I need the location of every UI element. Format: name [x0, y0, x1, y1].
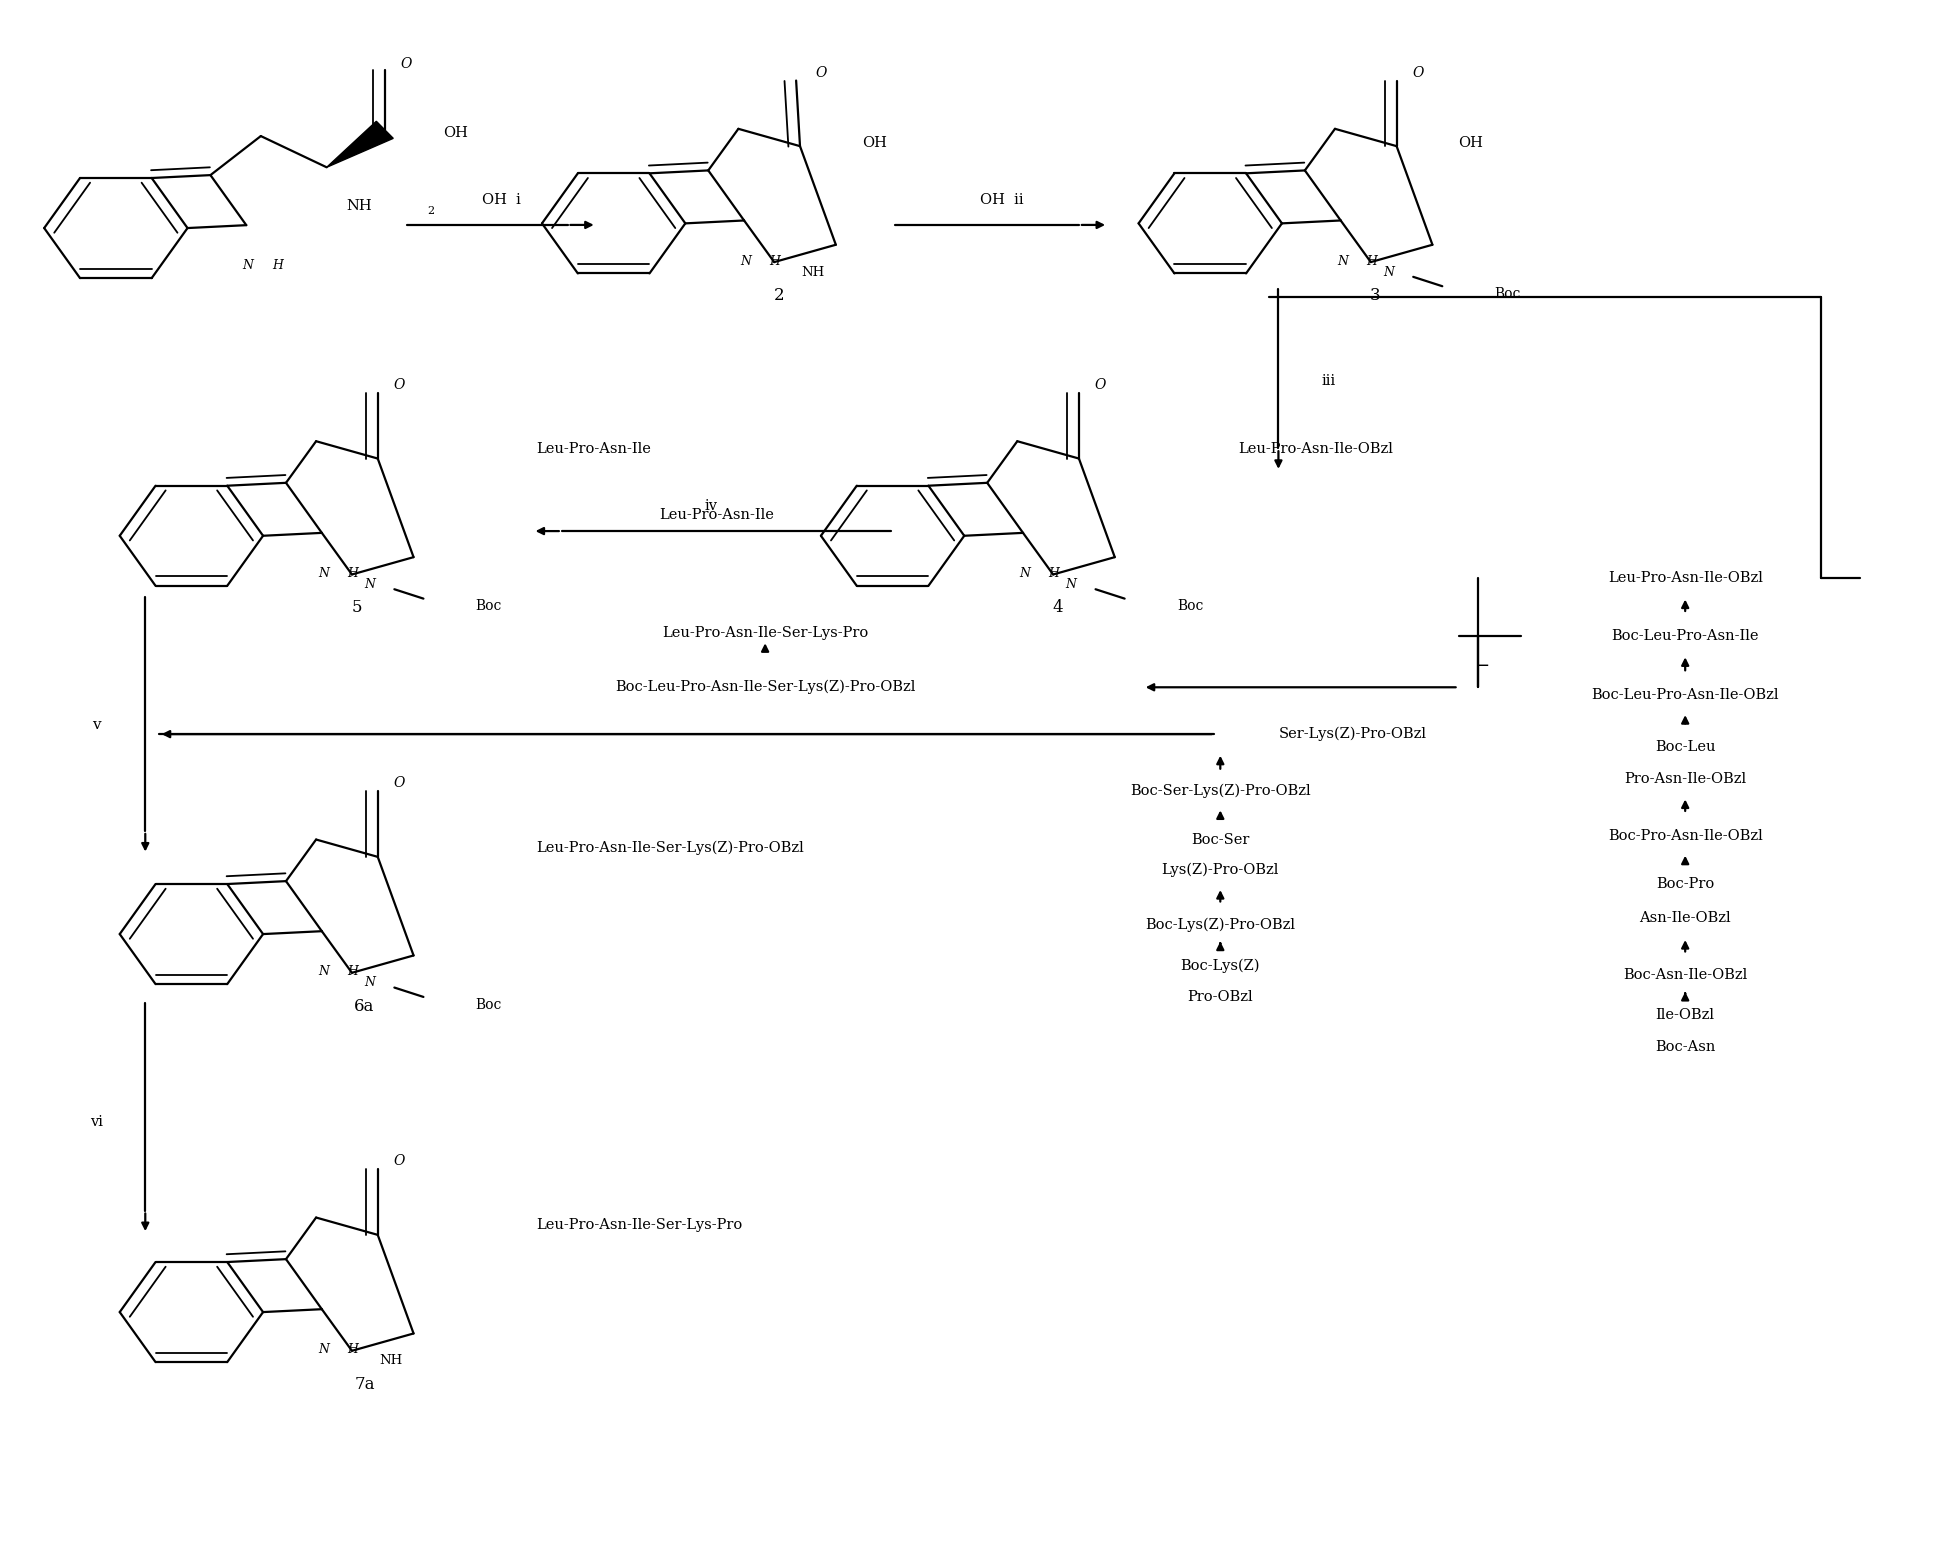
Text: 5: 5: [351, 600, 362, 617]
Text: N: N: [364, 976, 376, 989]
Text: iii: iii: [1321, 375, 1335, 387]
Text: OH  i: OH i: [482, 194, 521, 206]
Text: 3: 3: [1369, 287, 1381, 305]
Text: N: N: [1337, 255, 1348, 267]
Text: H: H: [347, 1343, 358, 1356]
Text: 2: 2: [773, 287, 784, 305]
Text: Lys(Z)-Pro-OBzl: Lys(Z)-Pro-OBzl: [1162, 862, 1278, 878]
Text: Leu-Pro-Asn-Ile: Leu-Pro-Asn-Ile: [537, 442, 651, 456]
Text: vi: vi: [91, 1115, 103, 1128]
Text: Boc: Boc: [477, 998, 502, 1012]
Text: NH: NH: [347, 200, 372, 214]
Text: H: H: [1366, 255, 1377, 267]
Text: O: O: [393, 776, 405, 790]
Text: Boc-Lys(Z)-Pro-OBzl: Boc-Lys(Z)-Pro-OBzl: [1145, 917, 1296, 933]
Text: Boc-Asn: Boc-Asn: [1654, 1040, 1716, 1053]
Text: O: O: [393, 1154, 405, 1168]
Text: Asn-Ile-OBzl: Asn-Ile-OBzl: [1639, 912, 1732, 925]
Text: N: N: [364, 578, 376, 590]
Polygon shape: [327, 122, 393, 167]
Text: 4: 4: [1052, 600, 1063, 617]
Text: Boc: Boc: [1495, 287, 1521, 301]
Text: O: O: [1094, 378, 1106, 392]
Text: Boc-Lys(Z): Boc-Lys(Z): [1180, 958, 1261, 973]
Text: 2: 2: [428, 206, 434, 216]
Text: NH: NH: [802, 266, 825, 278]
Text: H: H: [347, 567, 358, 580]
Text: Ser-Lys(Z)-Pro-OBzl: Ser-Lys(Z)-Pro-OBzl: [1278, 726, 1426, 742]
Text: N: N: [740, 255, 752, 267]
Text: Boc-Leu-Pro-Asn-Ile-OBzl: Boc-Leu-Pro-Asn-Ile-OBzl: [1592, 689, 1778, 701]
Text: 6a: 6a: [354, 998, 374, 1015]
Text: Pro-Asn-Ile-OBzl: Pro-Asn-Ile-OBzl: [1623, 773, 1747, 786]
Text: Leu-Pro-Asn-Ile: Leu-Pro-Asn-Ile: [659, 509, 775, 522]
Text: N: N: [1383, 266, 1395, 278]
Text: ─: ─: [1476, 659, 1488, 675]
Text: N: N: [318, 965, 329, 978]
Text: Boc-Pro: Boc-Pro: [1656, 878, 1714, 890]
Text: Leu-Pro-Asn-Ile-Ser-Lys-Pro: Leu-Pro-Asn-Ile-Ser-Lys-Pro: [537, 1218, 742, 1232]
Text: Boc-Asn-Ile-OBzl: Boc-Asn-Ile-OBzl: [1623, 968, 1747, 981]
Text: v: v: [93, 719, 101, 731]
Text: 7a: 7a: [354, 1376, 374, 1393]
Text: Leu-Pro-Asn-Ile-Ser-Lys(Z)-Pro-OBzl: Leu-Pro-Asn-Ile-Ser-Lys(Z)-Pro-OBzl: [537, 840, 804, 854]
Text: O: O: [815, 66, 827, 80]
Text: H: H: [347, 965, 358, 978]
Text: Boc: Boc: [477, 600, 502, 614]
Text: Boc-Pro-Asn-Ile-OBzl: Boc-Pro-Asn-Ile-OBzl: [1608, 829, 1763, 842]
Text: Ile-OBzl: Ile-OBzl: [1656, 1009, 1714, 1022]
Text: O: O: [1412, 66, 1424, 80]
Text: H: H: [769, 255, 781, 267]
Text: iv: iv: [705, 500, 717, 512]
Text: Boc-Leu: Boc-Leu: [1654, 740, 1716, 753]
Text: Pro-OBzl: Pro-OBzl: [1187, 990, 1253, 1003]
Text: Leu-Pro-Asn-Ile-OBzl: Leu-Pro-Asn-Ile-OBzl: [1608, 572, 1763, 584]
Text: Boc-Ser-Lys(Z)-Pro-OBzl: Boc-Ser-Lys(Z)-Pro-OBzl: [1129, 783, 1311, 798]
Text: O: O: [393, 378, 405, 392]
Text: Boc-Leu-Pro-Asn-Ile: Boc-Leu-Pro-Asn-Ile: [1612, 629, 1759, 642]
Text: Leu-Pro-Asn-Ile-Ser-Lys-Pro: Leu-Pro-Asn-Ile-Ser-Lys-Pro: [662, 626, 868, 639]
Text: N: N: [318, 1343, 329, 1356]
Text: N: N: [318, 567, 329, 580]
Text: NH: NH: [380, 1354, 403, 1367]
Text: OH: OH: [1459, 136, 1484, 150]
Text: N: N: [1065, 578, 1077, 590]
Text: N: N: [242, 259, 254, 272]
Text: Boc: Boc: [1178, 600, 1203, 614]
Text: Boc-Ser: Boc-Ser: [1191, 834, 1249, 847]
Text: O: O: [401, 58, 413, 72]
Text: H: H: [271, 259, 283, 272]
Text: OH  ii: OH ii: [980, 194, 1023, 206]
Text: Boc-Leu-Pro-Asn-Ile-Ser-Lys(Z)-Pro-OBzl: Boc-Leu-Pro-Asn-Ile-Ser-Lys(Z)-Pro-OBzl: [614, 679, 916, 695]
Text: OH: OH: [444, 127, 467, 141]
Text: Leu-Pro-Asn-Ile-OBzl: Leu-Pro-Asn-Ile-OBzl: [1238, 442, 1393, 456]
Text: OH: OH: [862, 136, 887, 150]
Text: N: N: [1019, 567, 1030, 580]
Text: H: H: [1048, 567, 1060, 580]
